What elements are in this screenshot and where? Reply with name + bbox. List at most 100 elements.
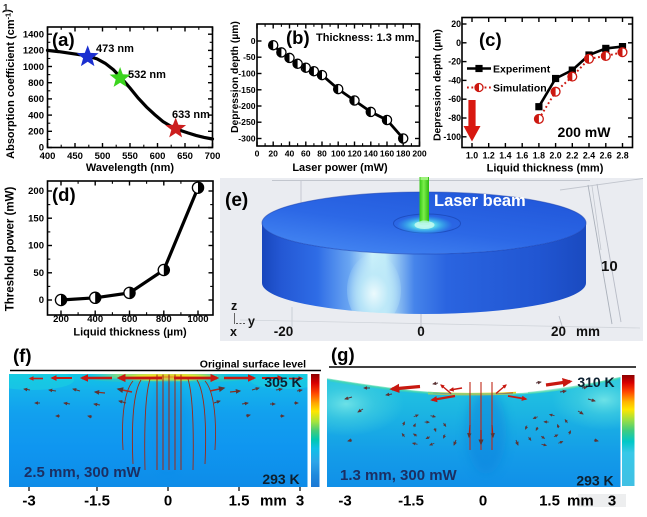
svg-text:450: 450	[67, 151, 83, 162]
svg-text:-100: -100	[238, 69, 255, 79]
svg-text:100: 100	[28, 241, 44, 252]
svg-text:1.4: 1.4	[499, 151, 511, 161]
svg-text:473 nm: 473 nm	[96, 43, 134, 55]
svg-text:2.8: 2.8	[616, 151, 628, 161]
svg-text:60: 60	[301, 149, 311, 159]
svg-text:200: 200	[28, 186, 44, 197]
svg-text:1200: 1200	[23, 46, 44, 57]
svg-text:2.4: 2.4	[583, 151, 595, 161]
svg-text:Absorption coefficient (cm-1): Absorption coefficient (cm-1)	[2, 9, 18, 159]
svg-text:1.5: 1.5	[539, 493, 560, 510]
svg-text:1: 1	[3, 3, 9, 14]
svg-text:633 nm: 633 nm	[172, 109, 210, 121]
svg-text:400: 400	[40, 151, 56, 162]
svg-text:293 K: 293 K	[576, 473, 613, 489]
svg-text:400: 400	[87, 314, 103, 325]
svg-text:3: 3	[296, 493, 304, 510]
svg-text:mm: mm	[260, 493, 287, 510]
svg-text:(g): (g)	[331, 344, 355, 365]
svg-text:x: x	[230, 325, 237, 339]
svg-text:2.0: 2.0	[549, 151, 561, 161]
svg-text:800: 800	[28, 78, 44, 89]
svg-text:600: 600	[150, 151, 166, 162]
svg-text:Simulation: Simulation	[493, 83, 547, 95]
svg-text:2.6: 2.6	[600, 151, 612, 161]
svg-text:-300: -300	[238, 134, 255, 144]
svg-text:Thickness: 1.3 mm: Thickness: 1.3 mm	[316, 32, 415, 44]
svg-text:Original surface level: Original surface level	[200, 359, 306, 371]
svg-text:0: 0	[417, 324, 425, 339]
svg-text:200: 200	[28, 127, 44, 138]
svg-text:1.0: 1.0	[466, 151, 478, 161]
svg-text:Threshold power (mW): Threshold power (mW)	[5, 187, 17, 312]
svg-text:0: 0	[164, 493, 172, 510]
svg-text:305 K: 305 K	[264, 374, 301, 390]
svg-text:100: 100	[331, 149, 346, 159]
svg-text:20: 20	[451, 19, 461, 29]
svg-text:800: 800	[156, 314, 172, 325]
svg-text:-3: -3	[338, 493, 351, 510]
svg-text:-40: -40	[448, 75, 461, 85]
svg-text:1400: 1400	[23, 29, 44, 40]
svg-text:0: 0	[456, 38, 461, 48]
svg-text:400: 400	[28, 110, 44, 121]
svg-text:Wavelength (nm): Wavelength (nm)	[86, 162, 175, 174]
svg-text:-250: -250	[238, 117, 255, 127]
svg-text:650: 650	[177, 151, 193, 162]
svg-text:Depression depth (µm): Depression depth (µm)	[433, 29, 444, 141]
svg-text:Liquid thickness (µm): Liquid thickness (µm)	[73, 327, 187, 339]
svg-text:550: 550	[122, 151, 138, 162]
svg-text:(a): (a)	[52, 29, 75, 50]
svg-text:40: 40	[285, 149, 295, 159]
svg-text:0: 0	[255, 149, 260, 159]
svg-text:mm: mm	[567, 493, 594, 510]
svg-text:-20: -20	[274, 324, 294, 339]
svg-text:Laser beam: Laser beam	[434, 192, 526, 210]
svg-text:120: 120	[347, 149, 362, 159]
svg-text:1.6: 1.6	[516, 151, 528, 161]
svg-text:150: 150	[28, 213, 44, 224]
svg-text:0: 0	[251, 36, 256, 46]
svg-text:1.2: 1.2	[483, 151, 495, 161]
svg-text:-20: -20	[448, 57, 461, 67]
svg-text:Depression depth (µm): Depression depth (µm)	[230, 21, 241, 133]
svg-text:532 nm: 532 nm	[128, 69, 166, 81]
svg-text:-3: -3	[22, 493, 35, 510]
svg-text:-60: -60	[448, 94, 461, 104]
svg-text:mm: mm	[576, 324, 600, 339]
svg-text:50: 50	[33, 268, 44, 279]
svg-text:10: 10	[601, 258, 618, 275]
svg-text:1.3 mm, 300 mW: 1.3 mm, 300 mW	[340, 467, 458, 484]
svg-text:(c): (c)	[479, 29, 502, 50]
svg-text:0: 0	[39, 295, 44, 306]
svg-text:160: 160	[380, 149, 395, 159]
svg-text:180: 180	[396, 149, 411, 159]
svg-text:(e): (e)	[225, 190, 248, 211]
svg-text:0: 0	[39, 143, 44, 154]
svg-text:200: 200	[53, 314, 69, 325]
svg-text:20: 20	[268, 149, 278, 159]
svg-text:1.5: 1.5	[229, 493, 250, 510]
svg-text:Liquid thickness (mm): Liquid thickness (mm)	[487, 163, 604, 175]
svg-text:-80: -80	[448, 113, 461, 123]
svg-text:2.5 mm, 300 mW: 2.5 mm, 300 mW	[24, 464, 142, 481]
svg-text:20: 20	[551, 324, 566, 339]
svg-text:-1.5: -1.5	[398, 493, 424, 510]
svg-text:z: z	[231, 299, 237, 313]
svg-text:200 mW: 200 mW	[558, 124, 612, 140]
svg-text:500: 500	[95, 151, 111, 162]
svg-text:-150: -150	[238, 85, 255, 95]
svg-text:(d): (d)	[52, 184, 76, 205]
svg-text:1.8: 1.8	[533, 151, 545, 161]
svg-text:Laser power (mW): Laser power (mW)	[292, 162, 388, 174]
svg-text:0: 0	[479, 493, 487, 510]
svg-text:293 K: 293 K	[262, 471, 299, 487]
svg-text:140: 140	[364, 149, 379, 159]
svg-text:200: 200	[412, 149, 427, 159]
svg-text:600: 600	[122, 314, 138, 325]
svg-text:(b): (b)	[286, 27, 310, 48]
svg-text:3: 3	[608, 493, 616, 510]
svg-text:y: y	[248, 315, 255, 329]
svg-text:-100: -100	[443, 132, 461, 142]
svg-text:Experiment: Experiment	[493, 64, 551, 76]
